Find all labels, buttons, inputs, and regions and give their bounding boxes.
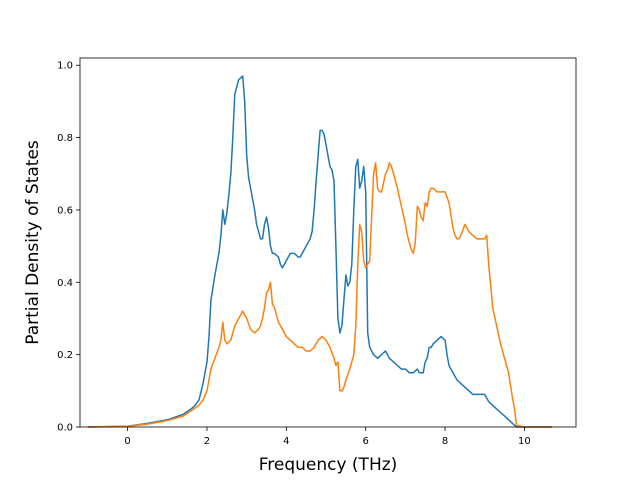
y-tick-label: 0.4 bbox=[57, 278, 73, 289]
x-tick-label: 10 bbox=[518, 436, 531, 447]
y-tick-label: 0.6 bbox=[57, 205, 73, 216]
series-line-2 bbox=[87, 162, 553, 428]
y-tick-label: 1.0 bbox=[57, 61, 73, 72]
x-tick-label: 0 bbox=[124, 436, 130, 447]
y-tick-label: 0.2 bbox=[57, 350, 73, 361]
x-tick-label: 2 bbox=[204, 436, 210, 447]
series-line-1 bbox=[87, 75, 553, 428]
plot-area bbox=[87, 75, 553, 428]
y-tick-label: 0.8 bbox=[57, 133, 73, 144]
x-tick-label: 6 bbox=[363, 436, 369, 447]
x-axis-label: Frequency (THz) bbox=[259, 455, 398, 475]
x-axis-ticks: 0 2 4 6 8 10 bbox=[124, 427, 531, 447]
x-tick-label: 4 bbox=[283, 436, 289, 447]
x-tick-label: 8 bbox=[442, 436, 448, 447]
y-axis-ticks: 0.0 0.2 0.4 0.6 0.8 1.0 bbox=[57, 61, 80, 434]
y-tick-label: 0.0 bbox=[57, 423, 73, 434]
axes-frame bbox=[79, 57, 577, 428]
y-axis-label: Partial Density of States bbox=[23, 140, 43, 345]
